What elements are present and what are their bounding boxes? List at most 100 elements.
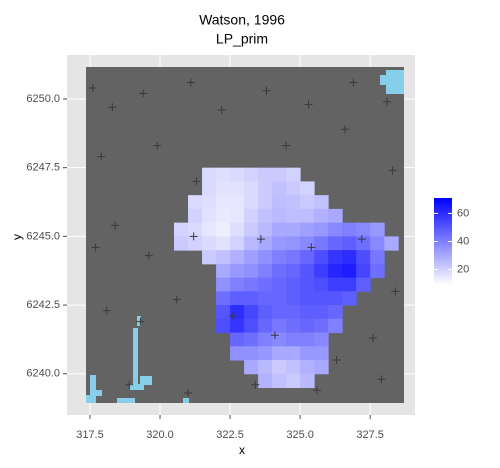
point bbox=[144, 251, 153, 260]
cell bbox=[272, 318, 287, 334]
cell bbox=[230, 346, 245, 361]
cell bbox=[230, 236, 245, 251]
cell bbox=[230, 181, 245, 196]
cell bbox=[272, 181, 287, 196]
cell bbox=[272, 277, 287, 292]
point bbox=[125, 380, 134, 389]
cell bbox=[300, 208, 315, 224]
cell bbox=[216, 277, 231, 292]
cell bbox=[300, 318, 315, 334]
cell bbox=[356, 236, 371, 251]
cell bbox=[300, 305, 315, 320]
y-tick-label: 6245.0 bbox=[26, 230, 60, 242]
cell bbox=[216, 263, 231, 279]
point bbox=[304, 100, 313, 109]
cell bbox=[300, 195, 315, 210]
cell bbox=[258, 263, 273, 279]
y-tick-label: 6247.5 bbox=[26, 162, 60, 174]
cell bbox=[244, 208, 259, 224]
cell bbox=[342, 236, 357, 251]
cell bbox=[300, 263, 315, 279]
x-tick-label: 322.5 bbox=[216, 429, 244, 441]
cell bbox=[174, 236, 189, 251]
cell bbox=[272, 250, 287, 265]
cell bbox=[286, 332, 301, 347]
point bbox=[186, 78, 195, 87]
point bbox=[251, 380, 260, 389]
cell bbox=[300, 346, 315, 361]
cell bbox=[244, 360, 259, 375]
cell bbox=[258, 346, 273, 361]
cell bbox=[314, 318, 329, 334]
cell bbox=[328, 222, 343, 237]
cell bbox=[342, 222, 357, 237]
cell bbox=[356, 277, 371, 292]
cell bbox=[356, 263, 371, 279]
x-tick-label: 325.0 bbox=[286, 429, 314, 441]
cell bbox=[258, 222, 273, 237]
chart-title: Watson, 1996 bbox=[199, 12, 285, 28]
water bbox=[86, 70, 404, 403]
x-tick-label: 317.5 bbox=[76, 429, 104, 441]
cell bbox=[286, 291, 301, 306]
point bbox=[262, 86, 271, 95]
cell bbox=[300, 222, 315, 237]
cell bbox=[314, 195, 329, 210]
cell bbox=[202, 236, 217, 251]
cell bbox=[272, 236, 287, 251]
point bbox=[228, 312, 237, 321]
point bbox=[217, 105, 226, 114]
point bbox=[153, 141, 162, 150]
cell bbox=[272, 346, 287, 361]
point bbox=[189, 232, 198, 241]
cell bbox=[258, 291, 273, 306]
y-tick-label: 6250.0 bbox=[26, 93, 60, 105]
cell bbox=[244, 222, 259, 237]
cell bbox=[216, 222, 231, 237]
cell bbox=[244, 195, 259, 210]
cell bbox=[244, 346, 259, 361]
cell bbox=[230, 250, 245, 265]
cell bbox=[244, 181, 259, 196]
cell bbox=[328, 250, 343, 265]
cell bbox=[300, 277, 315, 292]
cell bbox=[258, 360, 273, 375]
cell bbox=[230, 277, 245, 292]
cell bbox=[188, 222, 203, 237]
cell bbox=[286, 195, 301, 210]
cell bbox=[202, 250, 217, 265]
cell bbox=[342, 277, 357, 292]
x-tick-label: 327.5 bbox=[356, 429, 384, 441]
cell bbox=[258, 277, 273, 292]
cell bbox=[216, 305, 231, 320]
point bbox=[139, 89, 148, 98]
cell bbox=[300, 181, 315, 196]
cell bbox=[230, 167, 245, 182]
cell bbox=[384, 236, 399, 251]
cell bbox=[258, 236, 273, 251]
cell bbox=[370, 236, 385, 251]
colorbar-label: 60 bbox=[457, 207, 469, 219]
cell bbox=[188, 236, 203, 251]
cell bbox=[286, 181, 301, 196]
cell bbox=[258, 332, 273, 347]
cell bbox=[286, 250, 301, 265]
colorbar-label: 20 bbox=[457, 263, 469, 275]
cell bbox=[202, 208, 217, 224]
cell bbox=[272, 167, 287, 182]
cell bbox=[286, 167, 301, 182]
cell bbox=[216, 250, 231, 265]
cell bbox=[314, 305, 329, 320]
cell bbox=[300, 360, 315, 375]
cell bbox=[286, 263, 301, 279]
point bbox=[388, 166, 397, 175]
cell bbox=[258, 318, 273, 334]
cell bbox=[216, 318, 231, 334]
cell bbox=[328, 305, 343, 320]
cell bbox=[216, 195, 231, 210]
cell bbox=[314, 277, 329, 292]
x-axis-title: x bbox=[239, 443, 245, 457]
cell bbox=[300, 291, 315, 306]
point bbox=[91, 243, 100, 252]
cell bbox=[230, 263, 245, 279]
